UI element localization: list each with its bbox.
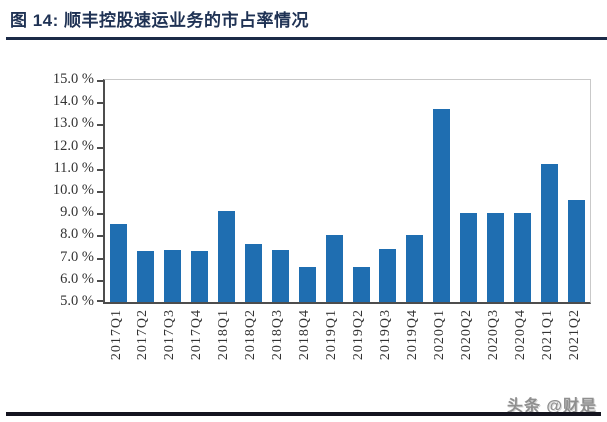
bar-2017Q2 — [136, 250, 154, 302]
bar-2019Q4 — [406, 235, 424, 302]
y-tick-mark — [97, 146, 103, 149]
x-tick-label: 2020Q4 — [512, 309, 528, 361]
x-tick-label: 2018Q4 — [297, 309, 313, 361]
y-tick-label: 7.0 % — [60, 248, 94, 265]
bar-2017Q1 — [110, 224, 127, 302]
y-tick-mark — [97, 279, 103, 282]
bottom-border — [6, 412, 601, 416]
bar-2019Q1 — [325, 235, 343, 302]
bar-2019Q2 — [352, 266, 370, 302]
x-tick-label: 2017Q3 — [162, 309, 178, 361]
y-tick-mark — [97, 168, 103, 171]
y-tick-label: 6.0 % — [60, 270, 94, 287]
x-tick-label: 2019Q3 — [377, 309, 393, 361]
bar-2018Q2 — [244, 244, 262, 302]
y-tick-mark — [97, 213, 103, 216]
y-tick-mark — [97, 102, 103, 105]
y-tick-mark — [97, 124, 103, 127]
watermark-text: 头条 @财是 — [506, 398, 597, 415]
bar-2020Q3 — [487, 213, 505, 302]
bar-2018Q3 — [271, 249, 289, 302]
bar-2017Q3 — [163, 249, 181, 302]
x-tick-label: 2017Q2 — [135, 309, 151, 361]
x-tick-label: 2021Q1 — [539, 309, 555, 361]
bar-2020Q1 — [433, 108, 451, 302]
plot-area — [97, 79, 591, 304]
y-tick-mark — [97, 235, 103, 238]
title-underline — [6, 37, 607, 40]
x-tick-label: 2018Q2 — [243, 309, 259, 361]
y-tick-label: 10.0 % — [52, 182, 94, 198]
y-tick-mark — [97, 191, 103, 193]
y-tick-label: 12.0 % — [52, 137, 94, 154]
y-tick-mark — [97, 300, 103, 302]
x-tick-label: 2020Q1 — [431, 309, 447, 361]
x-tick-label: 2020Q2 — [458, 309, 474, 361]
bar-2018Q1 — [217, 211, 235, 302]
x-tick-label: 2021Q2 — [566, 309, 582, 361]
x-tick-label: 2017Q4 — [189, 309, 205, 361]
bar-2020Q2 — [460, 213, 478, 302]
x-tick-label: 2018Q1 — [216, 309, 232, 361]
x-tick-label: 2019Q4 — [404, 309, 420, 361]
y-tick-label: 13.0 % — [52, 115, 94, 132]
figure-title: 图 14: 顺丰控股速运业务的市占率情况 — [10, 11, 310, 30]
x-tick-label: 2019Q2 — [351, 309, 366, 361]
y-tick-label: 8.0 % — [60, 226, 94, 243]
y-tick-label: 9.0 % — [60, 204, 94, 221]
y-tick-label: 15.0 % — [52, 71, 94, 87]
y-tick-mark — [97, 257, 103, 260]
y-tick-label: 14.0 % — [52, 93, 94, 110]
bar-2021Q2 — [568, 199, 585, 302]
y-tick-label: 5.0 % — [60, 293, 94, 309]
x-tick-label: 2018Q3 — [270, 309, 286, 361]
x-tick-label: 2017Q1 — [108, 309, 124, 361]
x-tick-label: 2019Q1 — [324, 309, 339, 361]
bar-2021Q1 — [541, 164, 559, 302]
x-tick-label: 2020Q3 — [485, 309, 501, 361]
bar-2019Q3 — [379, 248, 397, 302]
bar-2017Q4 — [190, 250, 208, 302]
y-tick-label: 11.0 % — [53, 159, 94, 176]
bar-2018Q4 — [298, 266, 316, 302]
bar-2020Q4 — [514, 213, 532, 302]
y-tick-mark — [97, 80, 103, 82]
